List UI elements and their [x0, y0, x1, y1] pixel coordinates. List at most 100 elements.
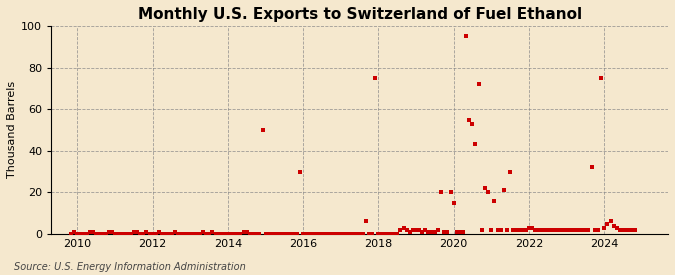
Point: [197, 230, 208, 234]
Title: Monthly U.S. Exports to Switzerland of Fuel Ethanol: Monthly U.S. Exports to Switzerland of F…: [138, 7, 582, 22]
Point: [119, 232, 130, 236]
Point: [110, 232, 121, 236]
Point: [169, 230, 180, 234]
Point: [317, 232, 327, 236]
Point: [455, 230, 466, 234]
Point: [498, 188, 509, 192]
Point: [69, 230, 80, 234]
Point: [107, 230, 117, 234]
Point: [323, 232, 333, 236]
Point: [587, 165, 597, 170]
Point: [574, 228, 585, 232]
Point: [395, 228, 406, 232]
Point: [319, 232, 330, 236]
Point: [342, 232, 352, 236]
Point: [78, 232, 89, 236]
Point: [178, 232, 189, 236]
Point: [526, 226, 537, 230]
Point: [213, 232, 224, 236]
Point: [310, 232, 321, 236]
Point: [257, 128, 268, 132]
Point: [442, 230, 453, 234]
Point: [392, 232, 402, 236]
Point: [608, 223, 619, 228]
Point: [345, 232, 356, 236]
Point: [232, 232, 243, 236]
Point: [533, 228, 543, 232]
Point: [329, 232, 340, 236]
Point: [479, 186, 490, 190]
Point: [514, 228, 525, 232]
Point: [630, 228, 641, 232]
Point: [354, 232, 365, 236]
Point: [223, 232, 234, 236]
Point: [335, 232, 346, 236]
Point: [82, 232, 92, 236]
Point: [75, 232, 86, 236]
Point: [464, 117, 475, 122]
Point: [605, 219, 616, 224]
Point: [292, 232, 302, 236]
Point: [398, 226, 409, 230]
Point: [542, 228, 553, 232]
Point: [458, 230, 468, 234]
Point: [113, 232, 124, 236]
Point: [517, 228, 528, 232]
Point: [351, 232, 362, 236]
Point: [254, 232, 265, 236]
Point: [611, 226, 622, 230]
Point: [250, 232, 261, 236]
Point: [188, 232, 198, 236]
Point: [216, 232, 227, 236]
Point: [132, 230, 142, 234]
Point: [151, 232, 161, 236]
Point: [147, 232, 158, 236]
Point: [91, 232, 102, 236]
Point: [229, 232, 240, 236]
Point: [379, 232, 390, 236]
Y-axis label: Thousand Barrels: Thousand Barrels: [7, 81, 17, 178]
Point: [166, 232, 177, 236]
Point: [470, 142, 481, 147]
Point: [144, 232, 155, 236]
Point: [486, 228, 497, 232]
Point: [555, 228, 566, 232]
Point: [138, 232, 148, 236]
Point: [88, 230, 99, 234]
Point: [583, 228, 594, 232]
Point: [301, 232, 312, 236]
Point: [263, 232, 274, 236]
Point: [141, 230, 152, 234]
Point: [269, 232, 280, 236]
Point: [551, 228, 562, 232]
Point: [207, 230, 217, 234]
Point: [360, 219, 371, 224]
Point: [225, 232, 236, 236]
Point: [404, 230, 415, 234]
Point: [163, 232, 174, 236]
Point: [452, 230, 462, 234]
Point: [376, 232, 387, 236]
Point: [389, 232, 400, 236]
Point: [94, 232, 105, 236]
Point: [160, 232, 171, 236]
Point: [185, 232, 196, 236]
Point: [338, 232, 349, 236]
Point: [427, 230, 437, 234]
Point: [357, 232, 368, 236]
Point: [65, 232, 76, 236]
Point: [219, 232, 230, 236]
Point: [273, 232, 284, 236]
Point: [210, 232, 221, 236]
Point: [267, 232, 277, 236]
Point: [373, 232, 384, 236]
Point: [561, 228, 572, 232]
Point: [276, 232, 287, 236]
Point: [495, 228, 506, 232]
Point: [72, 232, 83, 236]
Text: Source: U.S. Energy Information Administration: Source: U.S. Energy Information Administ…: [14, 262, 245, 272]
Point: [530, 228, 541, 232]
Point: [580, 228, 591, 232]
Point: [446, 190, 456, 194]
Point: [596, 76, 607, 80]
